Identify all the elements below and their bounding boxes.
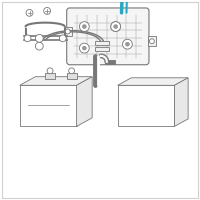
Circle shape [79, 43, 89, 53]
Bar [45, 73, 55, 79]
Circle shape [59, 35, 66, 42]
Circle shape [111, 22, 121, 31]
Bar [148, 36, 156, 46]
Circle shape [44, 7, 51, 14]
Circle shape [26, 9, 33, 16]
Circle shape [47, 68, 53, 74]
Circle shape [149, 39, 154, 44]
Polygon shape [118, 85, 174, 126]
Bar [67, 73, 76, 79]
Polygon shape [20, 77, 92, 85]
Circle shape [24, 35, 31, 42]
Circle shape [69, 68, 75, 74]
Circle shape [35, 42, 43, 50]
Circle shape [111, 22, 121, 31]
FancyBboxPatch shape [67, 8, 149, 65]
Circle shape [125, 42, 129, 46]
Polygon shape [20, 85, 76, 126]
Polygon shape [76, 77, 92, 126]
Polygon shape [174, 78, 188, 126]
Polygon shape [118, 78, 188, 85]
Circle shape [123, 39, 132, 49]
Bar [64, 27, 72, 36]
Bar [95, 41, 109, 45]
Circle shape [79, 22, 89, 31]
Circle shape [114, 25, 118, 29]
Circle shape [35, 34, 43, 42]
Circle shape [82, 25, 86, 29]
Circle shape [65, 29, 70, 34]
Circle shape [82, 46, 86, 50]
Bar [95, 47, 109, 51]
